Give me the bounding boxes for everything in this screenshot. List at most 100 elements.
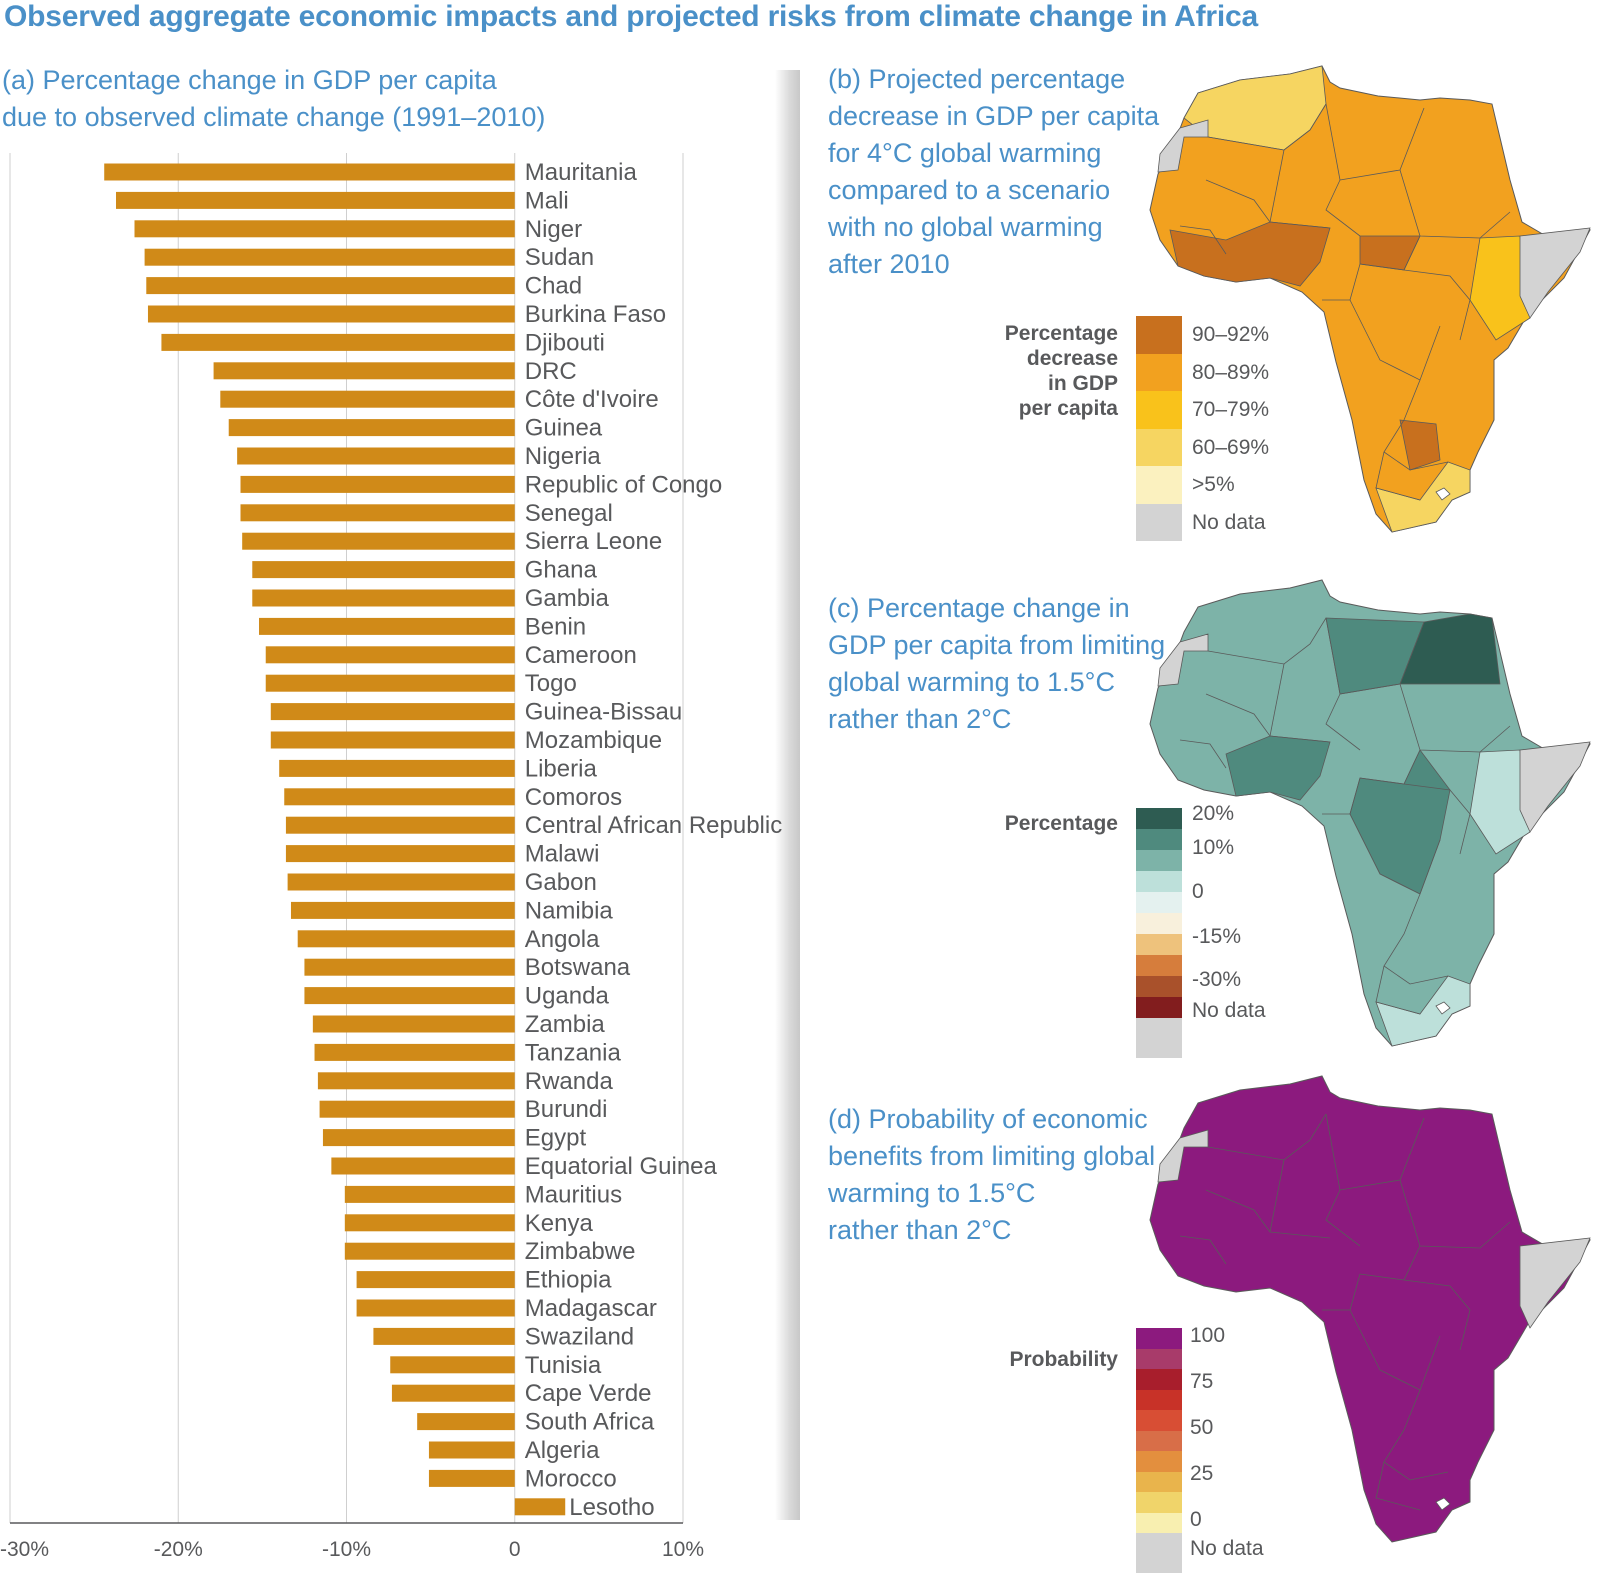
bar bbox=[312, 1015, 515, 1033]
bar bbox=[344, 1242, 515, 1260]
panel-b-legend-title: Percentage decrease in GDP per capita bbox=[1004, 322, 1118, 420]
bar bbox=[242, 532, 515, 550]
country-border bbox=[1205, 179, 1331, 229]
category-label: Morocco bbox=[525, 1465, 617, 1492]
north-west-region bbox=[1183, 65, 1327, 151]
panel-d-title: (d) Probability of economic benefits fro… bbox=[828, 1104, 1156, 1245]
figure-title: Observed aggregate economic impacts and … bbox=[4, 0, 1258, 33]
legend-d-label: 50 bbox=[1190, 1416, 1214, 1439]
country-border bbox=[1339, 621, 1425, 695]
category-label: Chad bbox=[525, 273, 582, 300]
legend-d-swatch bbox=[1136, 1451, 1182, 1472]
legend-d-swatch bbox=[1136, 1430, 1182, 1451]
bar bbox=[237, 447, 515, 465]
category-label: Tanzania bbox=[525, 1039, 622, 1066]
africa-landmass bbox=[1149, 65, 1591, 533]
category-label: Gambia bbox=[525, 585, 610, 612]
legend-b-label: 80–89% bbox=[1192, 360, 1270, 384]
country-border bbox=[1403, 1279, 1471, 1351]
legend-d-label: 75 bbox=[1190, 1370, 1214, 1393]
country-border bbox=[1375, 451, 1421, 501]
panel-a-title: (a) Percentage change in GDP per capita … bbox=[2, 65, 546, 132]
bar bbox=[314, 1043, 515, 1061]
legend-b-label: 60–69% bbox=[1192, 435, 1270, 459]
bar bbox=[147, 305, 515, 323]
panel-c-title: (c) Percentage change in GDP per capita … bbox=[828, 593, 1166, 734]
category-label: Uganda bbox=[525, 983, 610, 1010]
panel-d-legend-title: Probability bbox=[1009, 1348, 1118, 1371]
bar bbox=[417, 1413, 515, 1431]
bar bbox=[390, 1356, 515, 1374]
legend-b-label: >5% bbox=[1192, 473, 1235, 496]
category-label: Tunisia bbox=[525, 1352, 602, 1379]
country-border bbox=[1207, 1113, 1327, 1161]
country-border bbox=[1399, 169, 1511, 239]
somalia-region bbox=[1519, 1237, 1591, 1329]
category-label: Kenya bbox=[525, 1210, 594, 1237]
category-label: Ethiopia bbox=[525, 1267, 612, 1294]
legend-c-swatch bbox=[1136, 934, 1182, 955]
country-border bbox=[1205, 693, 1331, 743]
country-border bbox=[1325, 617, 1361, 751]
legend-c-swatch bbox=[1136, 955, 1182, 976]
bar bbox=[319, 1100, 515, 1118]
category-label: Mozambique bbox=[525, 727, 662, 754]
ethiopia-region bbox=[1469, 749, 1531, 855]
country-border bbox=[1207, 617, 1327, 665]
east-region bbox=[1469, 235, 1531, 341]
legend-d-swatch bbox=[1136, 1512, 1182, 1533]
legend-d-swatch bbox=[1136, 1348, 1182, 1369]
bar bbox=[344, 1214, 515, 1232]
category-label: Zimbabwe bbox=[525, 1238, 636, 1265]
legend-b-swatch bbox=[1136, 466, 1182, 504]
bar bbox=[270, 731, 515, 749]
legend-d-swatch bbox=[1136, 1389, 1182, 1410]
country-border bbox=[1359, 235, 1421, 271]
country-border bbox=[1349, 777, 1441, 895]
bar bbox=[356, 1271, 515, 1289]
bar bbox=[344, 1185, 515, 1203]
western-sahara-region bbox=[1157, 633, 1209, 687]
legend-d-swatch bbox=[1136, 1328, 1182, 1349]
legend-b-swatch bbox=[1136, 503, 1182, 541]
x-tick-label: -10% bbox=[322, 1538, 371, 1561]
category-label: Madagascar bbox=[525, 1295, 657, 1322]
country-border bbox=[1383, 1389, 1449, 1481]
legend-b-swatch bbox=[1136, 391, 1182, 429]
western-sahara-region bbox=[1157, 119, 1209, 173]
category-label: Republic of Congo bbox=[525, 471, 722, 498]
lesotho-region bbox=[1435, 487, 1451, 501]
legend-b-label: 70–79% bbox=[1192, 398, 1270, 421]
category-label: Angola bbox=[525, 926, 600, 953]
western-sahara-region bbox=[1157, 1129, 1209, 1183]
legend-c-label: 20% bbox=[1192, 802, 1235, 825]
central-region bbox=[1359, 235, 1421, 271]
legend-c-label: -30% bbox=[1192, 968, 1242, 991]
legend-d-swatch bbox=[1136, 1369, 1182, 1390]
category-label: Comoros bbox=[525, 784, 622, 811]
legend-b-swatch bbox=[1136, 428, 1182, 466]
legend-d-swatch bbox=[1136, 1471, 1182, 1492]
category-label: Egypt bbox=[525, 1125, 587, 1152]
category-label: Central African Republic bbox=[525, 812, 782, 839]
legend-d-label: 0 bbox=[1190, 1508, 1202, 1531]
category-label: Nigeria bbox=[525, 443, 602, 470]
panel-b-title: (b) Projected percentage decrease in GDP… bbox=[828, 64, 1160, 279]
category-label: Burkina Faso bbox=[525, 301, 666, 328]
bar bbox=[104, 163, 515, 181]
legend-b-swatch bbox=[1136, 316, 1182, 354]
egypt-region bbox=[1399, 613, 1501, 685]
category-label: Mauritius bbox=[525, 1181, 622, 1208]
category-label: Niger bbox=[525, 216, 582, 243]
bar bbox=[270, 703, 515, 721]
category-label: Gabon bbox=[525, 869, 597, 896]
legend-d-swatch bbox=[1136, 1410, 1182, 1431]
panel-divider bbox=[775, 70, 800, 1520]
category-label: Equatorial Guinea bbox=[525, 1153, 718, 1180]
legend-d-label: 25 bbox=[1190, 1462, 1214, 1485]
lesotho-region bbox=[1435, 1001, 1451, 1015]
category-label: Togo bbox=[525, 670, 577, 697]
country-border bbox=[1269, 149, 1285, 223]
bar bbox=[304, 987, 515, 1005]
country-border bbox=[1205, 1189, 1331, 1239]
